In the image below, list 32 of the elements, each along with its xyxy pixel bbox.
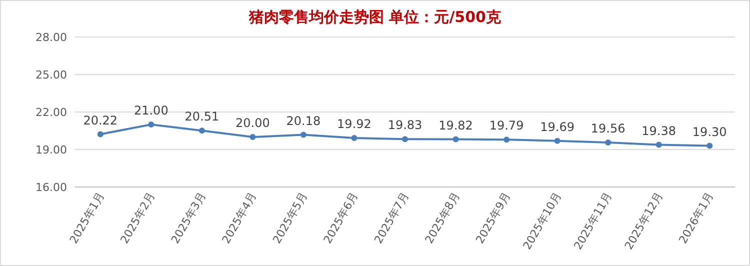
point bbox=[706, 142, 713, 149]
point bbox=[504, 136, 510, 143]
y-tick-label: 28.00 bbox=[36, 31, 67, 44]
point bbox=[97, 131, 104, 138]
y-tick-label: 16.00 bbox=[36, 181, 67, 194]
data-label: 21.00 bbox=[134, 104, 168, 118]
point bbox=[300, 132, 306, 138]
point bbox=[250, 134, 256, 140]
data-label: 19.79 bbox=[489, 118, 524, 133]
point bbox=[402, 136, 408, 142]
point bbox=[554, 138, 560, 144]
point bbox=[452, 136, 459, 142]
point bbox=[351, 135, 358, 141]
data-label: 20.51 bbox=[184, 110, 220, 124]
data-label: 19.38 bbox=[642, 124, 676, 138]
data-label: 19.30 bbox=[692, 124, 727, 139]
point bbox=[198, 128, 205, 134]
point bbox=[605, 140, 612, 146]
data-label: 19.92 bbox=[337, 117, 372, 131]
data-label: 20.00 bbox=[236, 116, 270, 130]
chart-title: 猪肉零售均价走势图 单位：元/500克 bbox=[248, 8, 502, 26]
data-label: 19.69 bbox=[540, 120, 574, 134]
point bbox=[148, 122, 154, 128]
y-tick-label: 25.00 bbox=[36, 68, 67, 82]
point bbox=[656, 142, 662, 148]
data-label: 19.56 bbox=[590, 122, 626, 136]
data-label: 19.82 bbox=[438, 118, 473, 132]
y-tick-label: 19.00 bbox=[36, 144, 67, 156]
data-label: 20.22 bbox=[83, 113, 118, 128]
data-label: 20.18 bbox=[286, 114, 321, 128]
y-tick-label: 22.00 bbox=[36, 106, 67, 119]
data-label: 19.83 bbox=[388, 118, 422, 132]
